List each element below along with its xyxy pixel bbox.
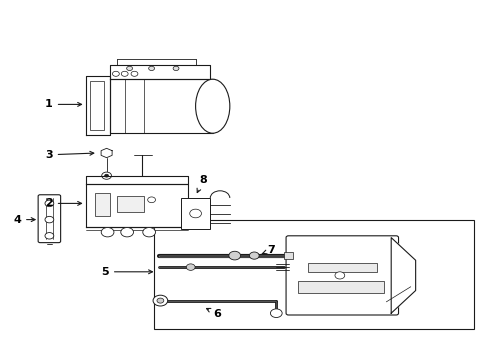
Text: 3: 3 <box>45 150 94 160</box>
Circle shape <box>153 295 167 306</box>
Circle shape <box>45 233 54 239</box>
Text: 4: 4 <box>13 215 35 225</box>
Circle shape <box>249 252 259 259</box>
Bar <box>298 281 383 293</box>
Circle shape <box>142 228 155 237</box>
Bar <box>283 252 293 259</box>
Text: 2: 2 <box>45 198 81 208</box>
Text: 5: 5 <box>101 267 152 277</box>
Text: 7: 7 <box>262 245 275 255</box>
Circle shape <box>186 264 195 270</box>
Polygon shape <box>85 176 188 184</box>
FancyBboxPatch shape <box>285 236 398 315</box>
Polygon shape <box>101 148 112 158</box>
Bar <box>90 81 104 130</box>
Circle shape <box>126 66 132 71</box>
Bar <box>117 196 144 212</box>
Ellipse shape <box>195 79 229 133</box>
Circle shape <box>189 209 201 218</box>
Circle shape <box>101 228 114 237</box>
FancyBboxPatch shape <box>38 195 61 243</box>
Bar <box>154 220 473 329</box>
Text: 6: 6 <box>206 309 221 319</box>
Polygon shape <box>85 76 110 135</box>
Circle shape <box>131 71 138 76</box>
Bar <box>181 198 210 229</box>
Circle shape <box>121 228 133 237</box>
Polygon shape <box>85 184 188 227</box>
Circle shape <box>45 216 54 223</box>
Circle shape <box>148 66 154 71</box>
Circle shape <box>102 172 111 179</box>
Polygon shape <box>110 65 210 79</box>
Circle shape <box>157 298 163 303</box>
Bar <box>95 193 110 216</box>
Bar <box>307 263 376 272</box>
Bar <box>110 79 212 133</box>
Text: 1: 1 <box>45 99 81 109</box>
Circle shape <box>228 251 240 260</box>
Circle shape <box>112 71 119 76</box>
Polygon shape <box>390 238 415 313</box>
Text: 8: 8 <box>197 175 206 193</box>
Circle shape <box>334 272 344 279</box>
Circle shape <box>45 200 54 207</box>
Circle shape <box>173 66 179 71</box>
Circle shape <box>121 71 128 76</box>
Circle shape <box>270 309 282 318</box>
Circle shape <box>147 197 155 203</box>
Circle shape <box>104 174 108 177</box>
